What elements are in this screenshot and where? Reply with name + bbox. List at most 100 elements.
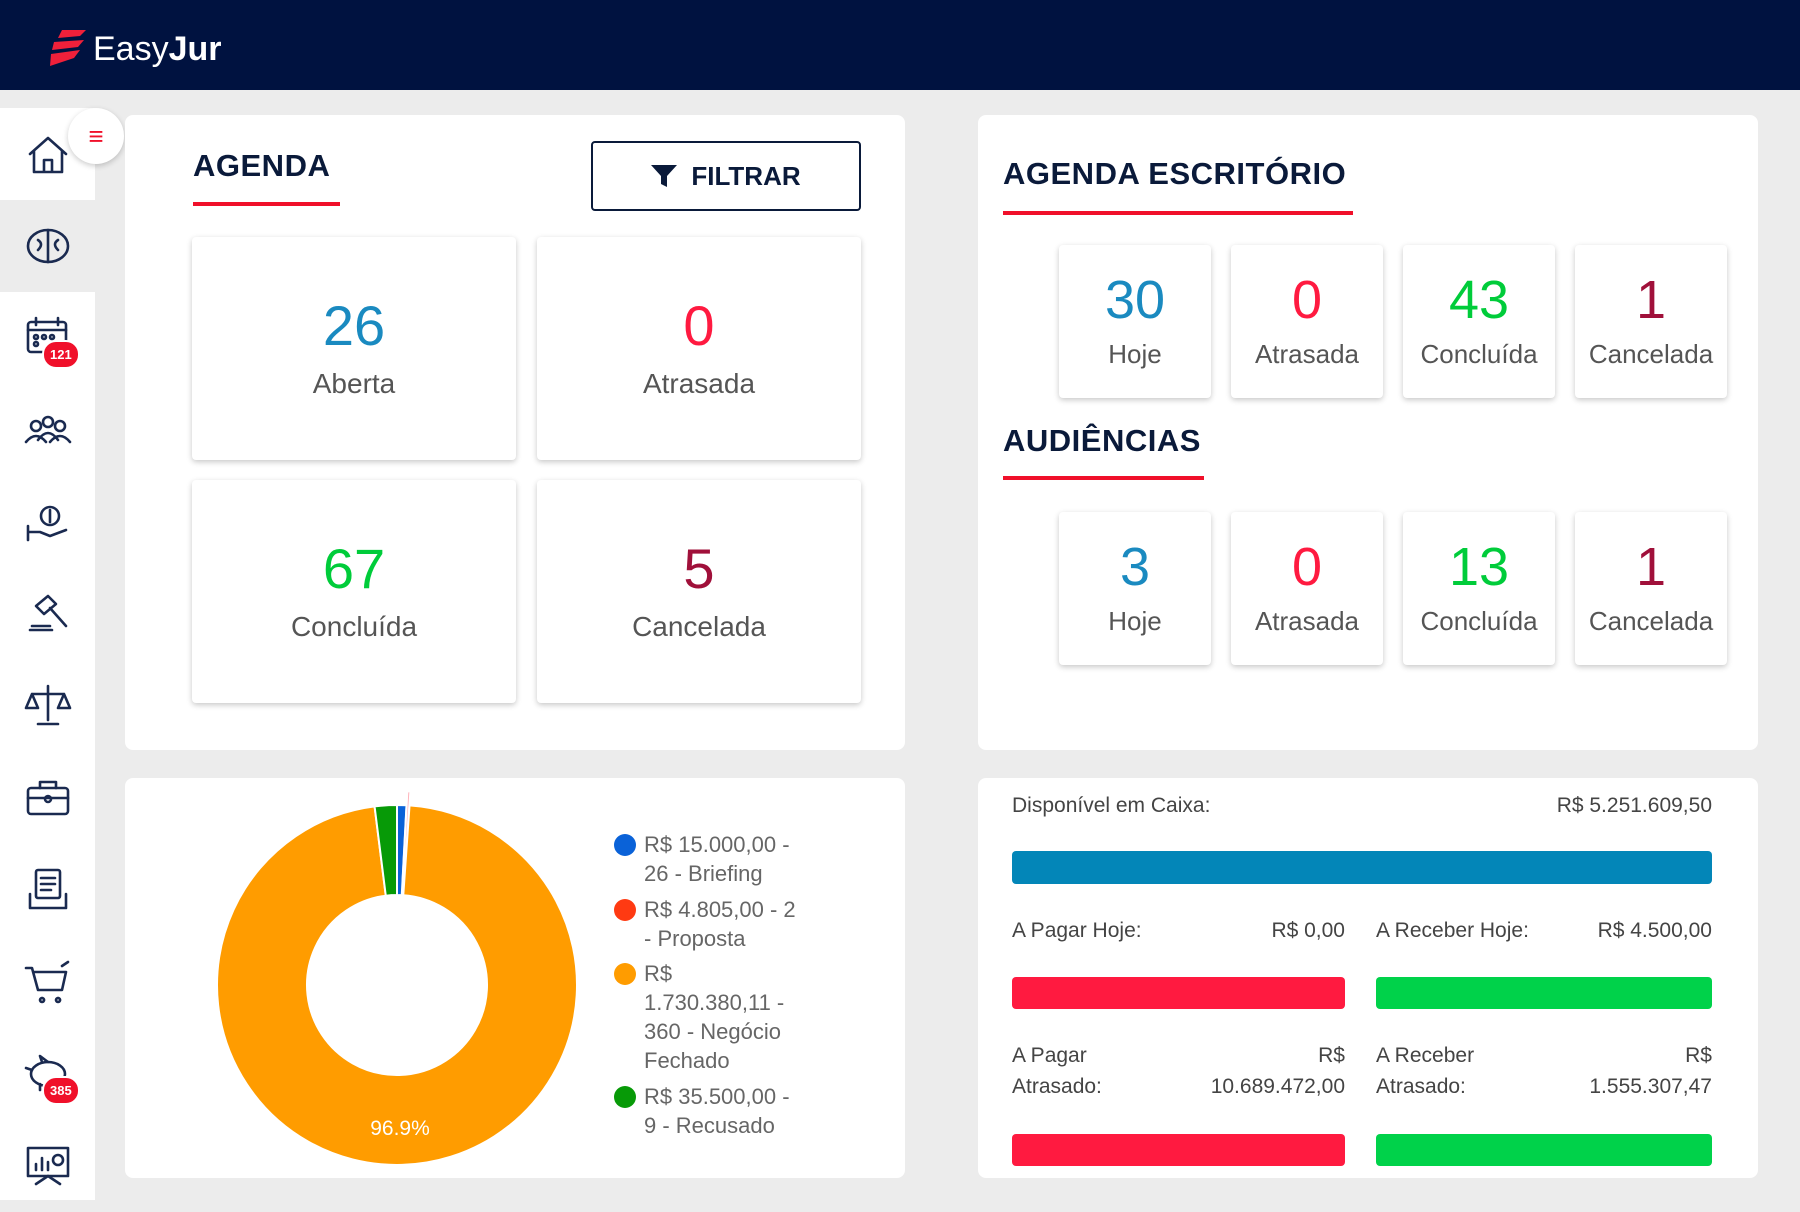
sidebar-item-gavel[interactable]	[0, 568, 95, 660]
receber-atrasado-label: A Receber Atrasado:	[1376, 1044, 1475, 1098]
sidebar-item-calendar[interactable]: 121	[0, 292, 95, 384]
audiencias-concluida-stat[interactable]: 13 Concluída	[1403, 512, 1555, 665]
stat-label: Concluída	[290, 610, 418, 642]
receber-atrasado-bar	[1376, 1134, 1712, 1166]
audiencias-cancelada-stat[interactable]: 1 Cancelada	[1575, 512, 1727, 665]
stat-value: 0	[1291, 270, 1323, 330]
audiencias-hoje-stat[interactable]: 3 Hoje	[1059, 512, 1211, 665]
escritorio-cancelada-stat[interactable]: 1 Cancelada	[1575, 245, 1727, 398]
agenda-atrasada-stat[interactable]: 0 Atrasada	[537, 237, 861, 460]
stat-value: 1	[1635, 537, 1667, 597]
menu-toggle-button[interactable]: ≡	[68, 108, 124, 164]
legend-item[interactable]: R$ 35.500,00 - 9 - Recusado	[612, 1082, 812, 1140]
receber-hoje-bar	[1376, 977, 1712, 1009]
legend-text: Fechado	[644, 1048, 730, 1073]
cart-icon	[24, 960, 69, 1004]
audiencias-title: AUDIÊNCIAS	[1003, 423, 1201, 458]
stat-value: 26	[322, 293, 386, 357]
stat-value: 0	[683, 293, 715, 357]
legend-text: R$ 35.500,00 -	[644, 1084, 790, 1109]
stat-label: Atrasada	[1254, 339, 1360, 369]
legend-dot	[614, 963, 636, 985]
legend-text: 1.730.380,11 -	[644, 990, 785, 1015]
receber-atrasado-value: R$ 1.555.307,47	[1589, 1044, 1712, 1098]
legend-text: 9 - Recusado	[644, 1113, 775, 1138]
scales-icon	[24, 684, 71, 726]
notification-badge: 121	[42, 340, 80, 369]
legend-text: - Proposta	[644, 926, 746, 951]
money-hand-icon	[26, 505, 67, 542]
agenda-concluida-stat[interactable]: 67 Concluída	[192, 480, 516, 703]
legend-dot	[614, 1086, 636, 1108]
agenda-aberta-stat[interactable]: 26 Aberta	[192, 237, 516, 460]
sidebar-item-cart[interactable]	[0, 936, 95, 1028]
sidebar-item-piggy-bank[interactable]: 385	[0, 1028, 95, 1120]
filter-icon	[651, 165, 678, 187]
pagar-hoje-label: A Pagar Hoje:	[1012, 919, 1142, 942]
easyjur-logo-icon	[50, 30, 86, 66]
stat-value: 67	[322, 536, 386, 600]
escritorio-hoje-stat[interactable]: 30 Hoje	[1059, 245, 1211, 398]
receber-hoje-label: A Receber Hoje:	[1376, 919, 1529, 942]
stat-label: Concluída	[1420, 339, 1538, 369]
agenda-escritorio-underline	[1003, 211, 1353, 215]
caixa-value: R$ 5.251.609,50	[1556, 794, 1712, 817]
stat-value: 43	[1448, 270, 1510, 330]
escritorio-concluida-stat[interactable]: 43 Concluída	[1403, 245, 1555, 398]
sidebar: 121 385	[0, 108, 95, 1200]
sidebar-item-people[interactable]	[0, 384, 95, 476]
pagar-atrasado-label: A Pagar Atrasado:	[1012, 1044, 1102, 1098]
stat-value: 3	[1119, 537, 1151, 597]
sidebar-item-briefcase[interactable]	[0, 752, 95, 844]
stat-value: 13	[1448, 537, 1510, 597]
stat-value: 5	[683, 536, 715, 600]
stat-label: Atrasada	[1254, 606, 1360, 636]
legend-text: 26 - Briefing	[644, 861, 763, 886]
home-icon	[28, 136, 67, 174]
sidebar-item-money-hand[interactable]	[0, 476, 95, 568]
stat-label: Hoje	[1108, 606, 1162, 636]
sidebar-item-presentation[interactable]	[0, 1120, 95, 1212]
legend-text: R$ 15.000,00 -	[644, 832, 790, 857]
brain-icon	[26, 228, 69, 264]
gavel-icon	[28, 594, 67, 632]
stat-label: Atrasada	[642, 367, 756, 399]
presentation-icon	[26, 1146, 69, 1186]
legend-text: R$ 4.805,00 - 2	[644, 897, 796, 922]
legend-item[interactable]: R$ 15.000,00 - 26 - Briefing	[612, 830, 812, 888]
stat-label: Cancelada	[632, 610, 766, 642]
sidebar-item-scales[interactable]	[0, 660, 95, 752]
stat-value: 30	[1104, 270, 1166, 330]
donut-slice-3[interactable]	[216, 804, 578, 1166]
receber-hoje-value: R$ 4.500,00	[1597, 919, 1712, 942]
pagar-hoje-value: R$ 0,00	[1271, 919, 1345, 942]
stat-value: 0	[1291, 537, 1323, 597]
stat-value: 1	[1635, 270, 1667, 330]
escritorio-atrasada-stat[interactable]: 0 Atrasada	[1231, 245, 1383, 398]
legend-dot	[614, 834, 636, 856]
app-logo-text[interactable]: EasyJur	[93, 30, 222, 68]
agenda-cancelada-stat[interactable]: 5 Cancelada	[537, 480, 861, 703]
audiencias-underline	[1003, 476, 1204, 480]
agenda-escritorio-title: AGENDA ESCRITÓRIO	[1003, 156, 1347, 191]
pagar-atrasado-value: R$ 10.689.472,00	[1210, 1044, 1345, 1098]
filter-label: FILTRAR	[691, 160, 801, 191]
hamburger-icon: ≡	[88, 120, 104, 151]
sidebar-item-document[interactable]	[0, 844, 95, 936]
pagar-atrasado-bar	[1012, 1134, 1345, 1166]
legend-item[interactable]: R$ 4.805,00 - 2 - Proposta	[612, 895, 812, 953]
pagar-hoje-bar	[1012, 977, 1345, 1009]
people-icon	[24, 415, 71, 444]
sidebar-item-brain[interactable]	[0, 200, 95, 292]
legend-text: 360 - Negócio	[644, 1019, 781, 1044]
legend-text: R$	[644, 961, 673, 986]
document-icon	[28, 868, 67, 910]
audiencias-atrasada-stat[interactable]: 0 Atrasada	[1231, 512, 1383, 665]
top-header: EasyJur	[0, 0, 1800, 90]
filter-button[interactable]: FILTRAR	[591, 141, 861, 211]
stat-label: Hoje	[1108, 339, 1162, 369]
legend-item[interactable]: R$ 1.730.380,11 - 360 - Negócio Fechado	[612, 959, 812, 1075]
donut-slice-4[interactable]	[373, 803, 398, 897]
sidebar-item-home[interactable]	[0, 108, 95, 200]
